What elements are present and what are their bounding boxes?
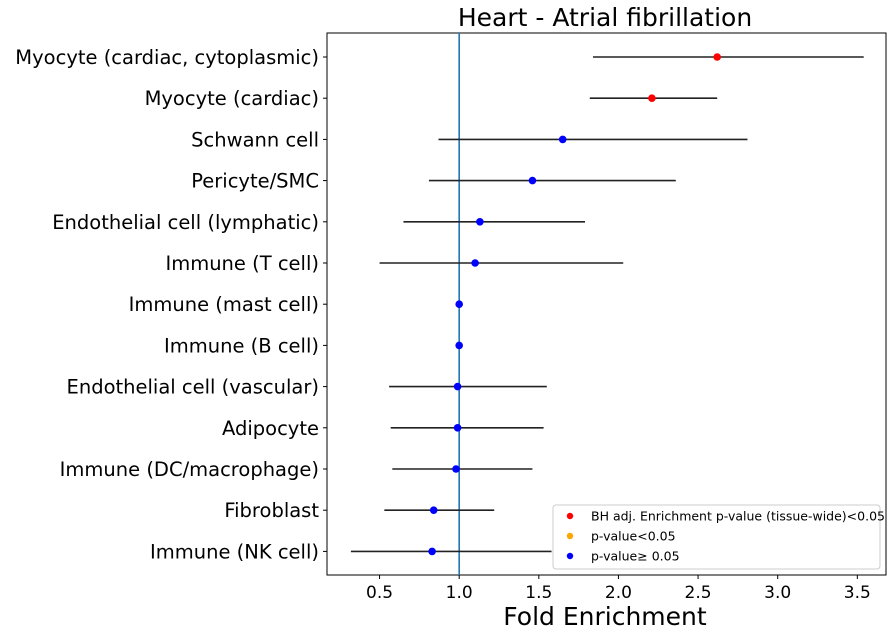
category-label: Myocyte (cardiac, cytoplasmic) — [15, 46, 319, 69]
data-point — [429, 506, 438, 514]
data-point — [648, 94, 656, 102]
data-point — [476, 218, 484, 226]
data-point — [453, 382, 462, 391]
data-point — [713, 53, 721, 61]
data-point — [428, 547, 436, 556]
legend-box — [552, 504, 881, 570]
legend-label: p-value<0.05 — [591, 529, 676, 544]
category-label-layer: Myocyte (cardiac, cytoplasmic) Myocyte (c… — [15, 46, 327, 563]
point-layer — [428, 53, 721, 556]
x-tick-label: 3.5 — [844, 583, 871, 603]
legend-label: BH adj. Enrichment p-value (tissue-wide)… — [591, 509, 885, 524]
data-point — [528, 176, 537, 185]
x-axis-label: Fold Enrichment — [503, 602, 707, 631]
category-label: Immune (DC/macrophage) — [60, 458, 319, 481]
data-point — [558, 135, 567, 144]
data-point — [455, 300, 463, 309]
category-label: Endothelial cell (lymphatic) — [52, 211, 319, 234]
legend-items: BH adj. Enrichment p-value (tissue-wide)… — [566, 509, 885, 564]
legend-marker — [566, 552, 574, 560]
category-label: Immune (NK cell) — [150, 540, 319, 563]
category-label: Fibroblast — [224, 499, 319, 522]
chart-title: Heart - Atrial fibrillation — [458, 3, 752, 32]
data-point — [455, 341, 463, 350]
x-tick-label: 1.0 — [446, 583, 473, 603]
category-label: Myocyte (cardiac) — [145, 87, 319, 110]
legend-marker — [566, 512, 574, 520]
data-point — [452, 465, 460, 473]
x-tick-label: 2.5 — [685, 583, 712, 603]
category-label: Endothelial cell (vascular) — [67, 376, 319, 399]
legend-label: p-value≥ 0.05 — [591, 549, 680, 564]
confidence-interval-layer — [350, 56, 864, 553]
x-tick-label: 0.5 — [366, 583, 393, 603]
x-tick-label: 2.0 — [605, 583, 632, 603]
category-label: Immune (mast cell) — [129, 293, 319, 316]
category-label: Immune (B cell) — [164, 334, 319, 357]
category-label: Immune (T cell) — [165, 252, 319, 275]
plot-area-frame — [326, 32, 887, 576]
legend: BH adj. Enrichment p-value (tissue-wide)… — [552, 504, 885, 570]
x-tick-label: 3.0 — [764, 583, 791, 603]
x-tick-label: 1.5 — [525, 583, 552, 603]
category-label: Pericyte/SMC — [191, 170, 319, 193]
data-point — [471, 259, 479, 267]
data-point — [453, 424, 462, 432]
x-tick-layer: 0.5 1.0 1.5 2.0 2.5 3.0 3.5 — [366, 575, 871, 603]
category-label: Adipocyte — [222, 417, 319, 440]
category-label: Schwann cell — [191, 128, 319, 151]
legend-marker — [566, 532, 574, 540]
